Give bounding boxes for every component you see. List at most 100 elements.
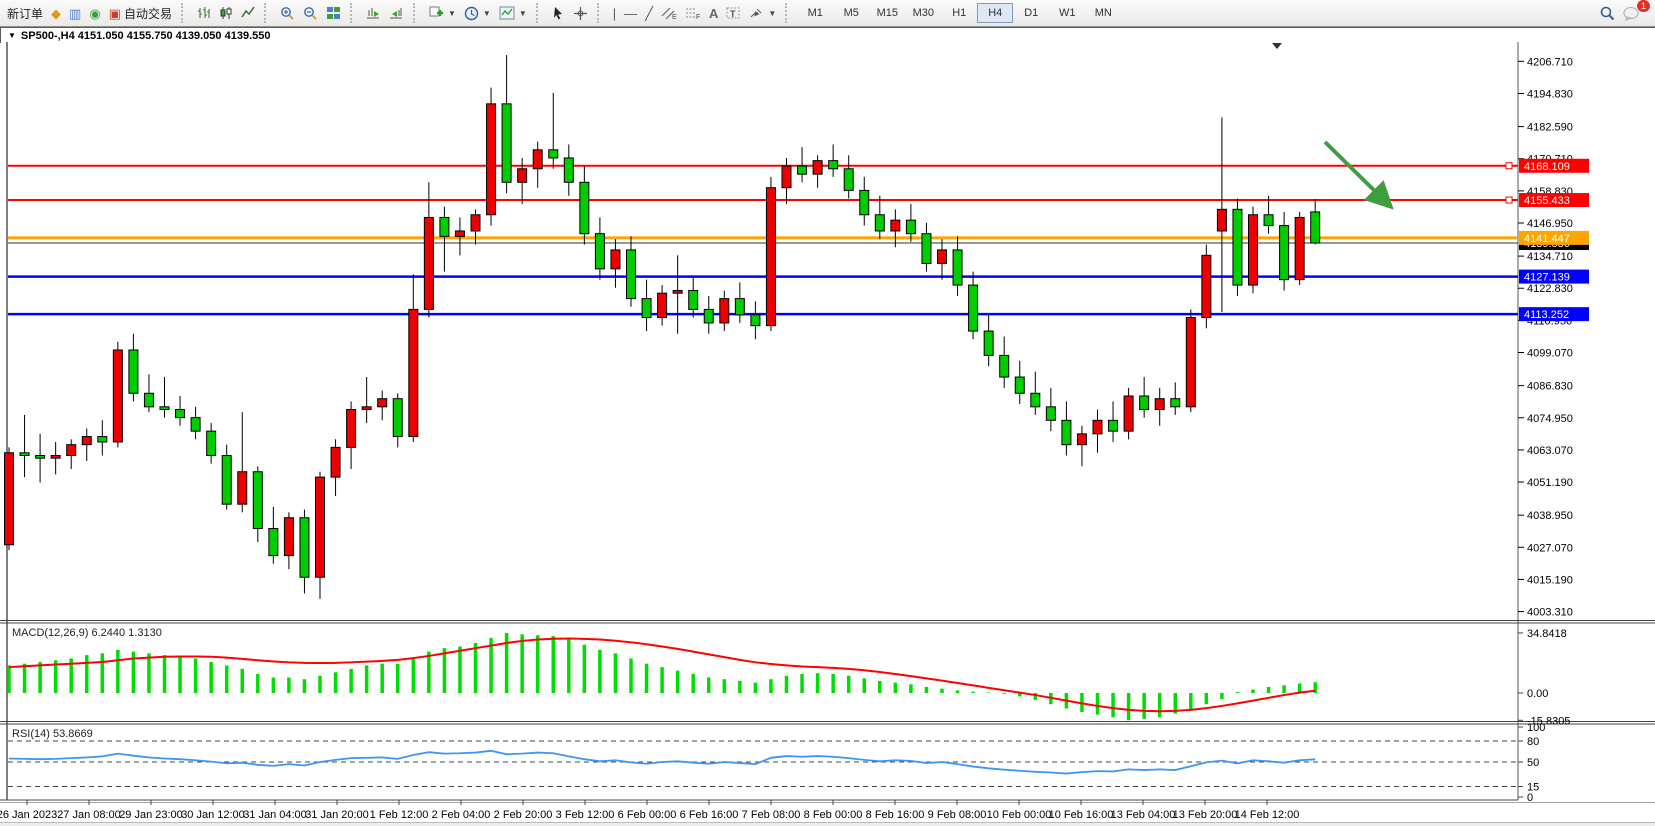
timeframe-toolbar: M1 M5 M15 M30 H1 H4 D1 W1 MN xyxy=(794,1,1124,25)
text-label-icon[interactable]: T xyxy=(722,4,745,22)
svg-text:F: F xyxy=(696,14,700,20)
trend-arrow-annotation[interactable] xyxy=(1323,140,1394,210)
time-tick-label: 13 Feb 20:00 xyxy=(1173,809,1238,821)
rsi-axis-label: 100 xyxy=(1527,722,1545,734)
toolbar-separator xyxy=(263,3,271,23)
zoom-out-icon[interactable] xyxy=(299,4,322,23)
time-tick-label: 7 Feb 08:00 xyxy=(742,809,801,821)
rsi-axis-label: 15 xyxy=(1527,782,1539,794)
candle-body xyxy=(641,298,652,319)
chart-shift-icon[interactable] xyxy=(385,4,408,22)
candlestick-chart-icon[interactable] xyxy=(215,4,237,22)
data-window-icon[interactable]: ▥ xyxy=(69,5,82,21)
tile-windows-icon[interactable] xyxy=(322,4,345,23)
timeframe-button-w1[interactable]: W1 xyxy=(1059,7,1076,19)
candle-body xyxy=(734,298,745,316)
chart-canvas[interactable]: MACD(12,26,9) 6.2440 1.3130 34.8418 0.00 -1… xyxy=(0,42,1655,822)
candle-body xyxy=(905,219,916,235)
search-icon[interactable] xyxy=(1595,3,1619,23)
candle-body xyxy=(97,436,108,443)
candle-body xyxy=(423,216,434,310)
auto-scroll-icon[interactable] xyxy=(362,4,385,22)
equidistant-channel-icon[interactable]: E xyxy=(657,4,681,22)
rsi-axis-label: 0 xyxy=(1527,792,1533,804)
candle-body xyxy=(1092,419,1103,435)
price-tag xyxy=(1519,307,1589,322)
candle-body xyxy=(159,406,170,411)
cursor-icon[interactable] xyxy=(548,4,569,22)
level-line-handle xyxy=(1505,196,1513,204)
horizontal-line-icon[interactable]: — xyxy=(624,5,638,21)
indicators-list-icon[interactable]: ▼ xyxy=(495,4,531,22)
timeframe-button-m1[interactable]: M1 xyxy=(807,7,823,19)
timeframe-button-d1[interactable]: D1 xyxy=(1024,7,1039,19)
price-tag-label: 4141.447 xyxy=(1524,233,1570,245)
candle-body xyxy=(1061,419,1072,446)
line-chart-icon[interactable] xyxy=(237,4,259,22)
candle-body xyxy=(252,471,263,530)
candle-body xyxy=(890,219,901,232)
time-tick-label: 27 Jan 08:00 xyxy=(57,809,121,821)
timeframe-button-h4[interactable]: H4 xyxy=(977,3,1014,23)
navigator-icon[interactable]: ◉ xyxy=(89,5,101,21)
price-tick-label: 4051.190 xyxy=(1527,477,1573,489)
candle-body xyxy=(1045,406,1056,421)
timeframe-button-h1[interactable]: H1 xyxy=(952,7,967,19)
horizontal-level-lines[interactable] xyxy=(8,162,1518,316)
candle-body xyxy=(439,216,450,237)
candle-body xyxy=(268,528,279,557)
text-icon[interactable]: A xyxy=(708,5,719,21)
candle-body xyxy=(190,417,201,432)
candle-body xyxy=(315,476,325,578)
arrows-tool-icon[interactable]: ▼ xyxy=(745,4,780,22)
candle-body xyxy=(1294,216,1305,281)
time-tick-label: 26 Jan 2023 xyxy=(0,809,57,821)
price-tick-label: 4134.710 xyxy=(1527,251,1573,263)
candle-body xyxy=(299,517,310,578)
price-axis[interactable]: 4206.7104194.8304182.5904170.7104158.830… xyxy=(1518,56,1573,619)
candle-body xyxy=(594,233,605,270)
candle-body xyxy=(81,436,92,446)
chat-icon[interactable]: 1 xyxy=(1619,0,1651,23)
timeframe-button-mn[interactable]: MN xyxy=(1094,7,1112,19)
trendline-icon[interactable]: ╱ xyxy=(645,5,653,21)
new-order-button[interactable]: 新订单 xyxy=(3,3,47,24)
timeframe-button-m30[interactable]: M30 xyxy=(912,7,934,19)
toolbar-separator xyxy=(349,3,357,23)
candle-body xyxy=(765,187,776,327)
candle-body xyxy=(1170,398,1181,408)
candle-body xyxy=(921,233,932,264)
macd-label: MACD(12,26,9) 6.2440 1.3130 xyxy=(12,627,162,639)
annotations xyxy=(1323,140,1394,210)
market-watch-icon[interactable]: ◆ xyxy=(51,5,62,21)
timeframe-button-m5[interactable]: M5 xyxy=(843,7,859,19)
candle-body xyxy=(532,149,543,170)
price-tag xyxy=(1519,230,1589,245)
candle-body xyxy=(968,284,979,332)
zoom-in-icon[interactable] xyxy=(276,4,299,23)
candle-body xyxy=(283,517,294,557)
candle-body xyxy=(408,308,419,438)
candle-body xyxy=(1076,433,1087,446)
candle-body xyxy=(1263,214,1274,227)
timeframe-button-m15[interactable]: M15 xyxy=(876,7,898,19)
period-clock-icon[interactable]: ▼ xyxy=(460,4,495,23)
candle-body xyxy=(175,409,186,419)
crosshair-icon[interactable] xyxy=(569,4,592,23)
candle-body xyxy=(35,454,46,459)
bar-chart-icon[interactable] xyxy=(193,4,215,22)
fibonacci-icon[interactable]: F xyxy=(681,4,705,22)
new-chart-icon[interactable]: ▼ xyxy=(425,4,460,23)
toolbar-separator xyxy=(785,3,792,23)
candle-body xyxy=(1154,398,1165,411)
toolbar-separator xyxy=(535,3,543,23)
rsi-label: RSI(14) 53.8669 xyxy=(12,728,93,740)
candle-body xyxy=(548,149,559,159)
chart-collapse-icon[interactable]: ▼ xyxy=(8,31,16,40)
autotrading-button[interactable]: ▣ 自动交易 xyxy=(105,3,176,24)
candle-body xyxy=(501,103,512,183)
vertical-line-icon[interactable]: | xyxy=(612,5,617,21)
candle-body xyxy=(828,160,839,170)
